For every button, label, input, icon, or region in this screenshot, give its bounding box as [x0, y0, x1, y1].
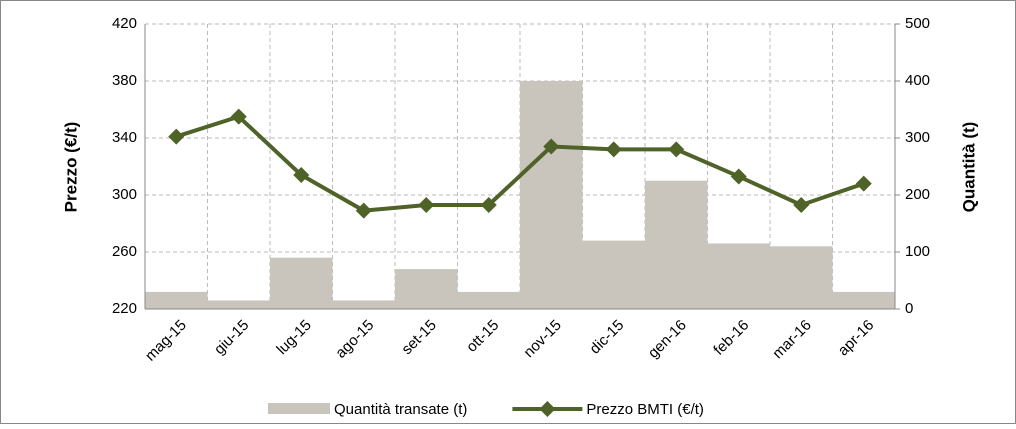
bar: [770, 246, 833, 309]
y-tick-label: 380: [112, 72, 137, 89]
bar: [707, 243, 770, 309]
legend-swatch: [268, 403, 330, 414]
bar: [395, 269, 458, 309]
y2-tick-label: 200: [905, 186, 930, 203]
marker: [230, 108, 247, 125]
y2-tick-label: 0: [905, 300, 913, 317]
bar: [457, 291, 520, 309]
marker: [355, 202, 372, 219]
bar: [832, 291, 895, 309]
marker: [793, 196, 810, 213]
y2-tick-label: 300: [905, 129, 930, 146]
legend-label: Quantità transate (t): [334, 401, 467, 418]
bar: [145, 291, 208, 309]
bar: [270, 257, 333, 309]
y-tick-label: 420: [112, 15, 137, 32]
line: [175, 114, 865, 213]
marker: [543, 138, 560, 155]
marker: [480, 196, 497, 213]
y2-tick-label: 500: [905, 15, 930, 32]
y-axis-title: Prezzo (€/t): [61, 122, 80, 213]
bar: [582, 240, 645, 309]
marker: [293, 167, 310, 184]
y2-axis-title: Quantità (t): [959, 122, 978, 213]
bar: [645, 180, 708, 309]
y-tick-label: 260: [112, 243, 137, 260]
y-tick-label: 300: [112, 186, 137, 203]
marker: [668, 141, 685, 158]
y-tick-label: 340: [112, 129, 137, 146]
y-tick-label: 220: [112, 300, 137, 317]
bar: [332, 300, 395, 309]
y2-tick-label: 400: [905, 72, 930, 89]
bar: [520, 81, 583, 309]
marker: [605, 141, 622, 158]
legend-label: Prezzo BMTI (€/t): [586, 401, 704, 418]
bar: [207, 300, 270, 309]
y2-tick-label: 100: [905, 243, 930, 260]
marker: [855, 175, 872, 192]
legend-marker: [539, 401, 556, 417]
marker: [730, 168, 747, 185]
marker: [168, 128, 185, 145]
marker: [418, 196, 435, 213]
